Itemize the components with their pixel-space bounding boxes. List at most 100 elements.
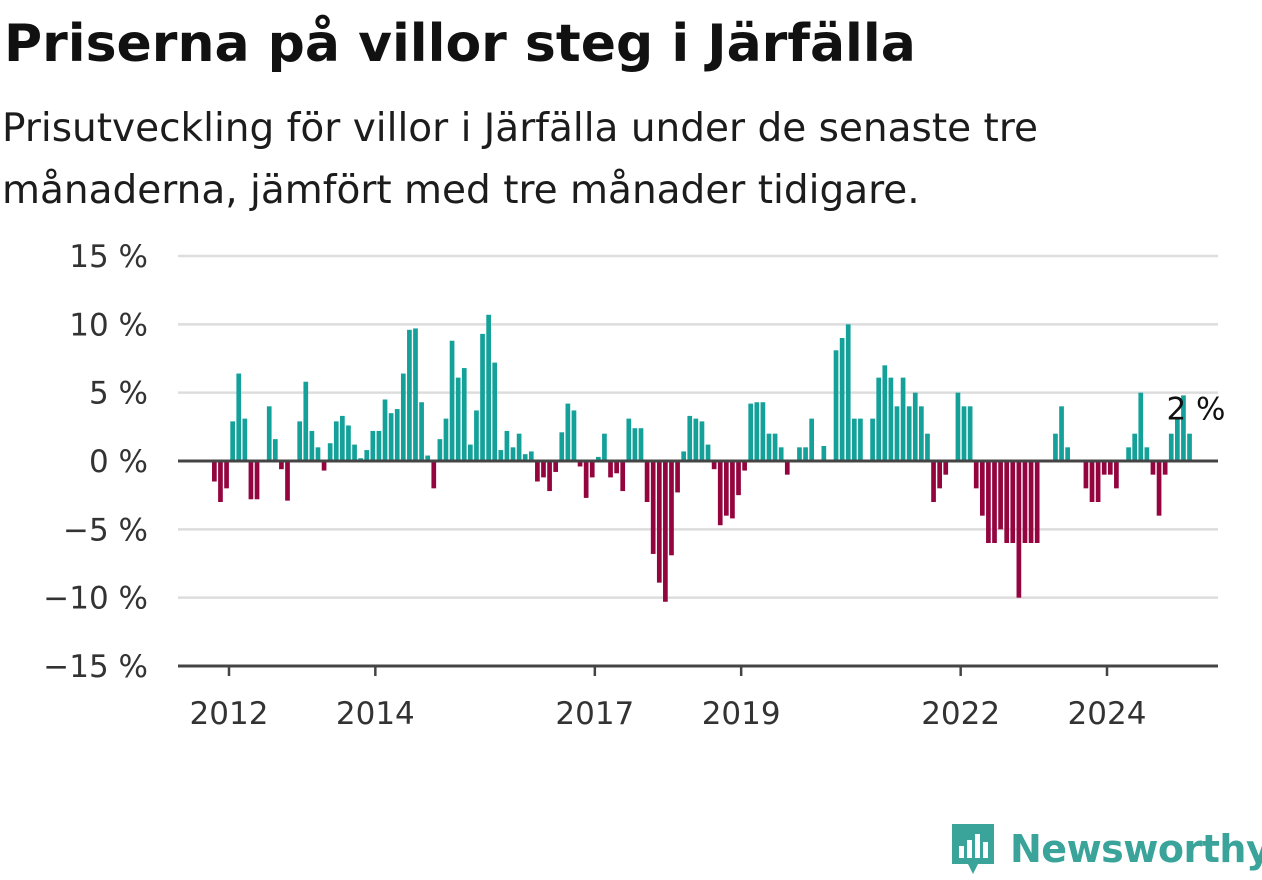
bar bbox=[1101, 461, 1107, 475]
bar bbox=[571, 410, 577, 461]
bar bbox=[766, 433, 772, 461]
y-tick-label: −15 % bbox=[43, 649, 148, 685]
bar bbox=[638, 428, 644, 461]
bar bbox=[1034, 461, 1040, 543]
bar bbox=[723, 461, 729, 516]
y-tick-label: −5 % bbox=[63, 512, 148, 548]
bar bbox=[1174, 417, 1180, 461]
bar bbox=[1107, 461, 1113, 475]
bar bbox=[589, 461, 595, 478]
bar bbox=[522, 454, 528, 461]
bar bbox=[730, 461, 735, 519]
bar bbox=[754, 402, 760, 461]
bar bbox=[1028, 461, 1034, 543]
bar bbox=[1156, 461, 1162, 516]
x-tick-label: 2022 bbox=[921, 696, 1000, 732]
bar bbox=[352, 444, 357, 461]
bar bbox=[602, 433, 607, 461]
bar bbox=[535, 461, 540, 482]
bar bbox=[504, 430, 510, 461]
bar bbox=[699, 421, 705, 461]
bar bbox=[644, 461, 650, 502]
latest-value-label: 2 % bbox=[1166, 392, 1225, 428]
bar bbox=[279, 461, 284, 470]
bar bbox=[394, 409, 400, 461]
bar bbox=[663, 461, 668, 602]
bar bbox=[973, 461, 979, 489]
x-tick-label: 2019 bbox=[702, 696, 781, 732]
bar bbox=[967, 406, 973, 461]
bar bbox=[937, 461, 942, 489]
bar bbox=[912, 392, 918, 461]
bar bbox=[455, 377, 461, 461]
bar bbox=[1022, 461, 1028, 543]
bar bbox=[955, 392, 961, 461]
chart-title: Priserna på villor steg i Järfälla bbox=[4, 14, 916, 74]
bar bbox=[693, 418, 699, 461]
bar bbox=[346, 425, 351, 461]
bar bbox=[1004, 461, 1010, 543]
bar bbox=[986, 461, 991, 543]
bar bbox=[919, 406, 924, 461]
bar bbox=[845, 324, 851, 461]
bar bbox=[583, 461, 589, 498]
bar bbox=[888, 377, 894, 461]
bar bbox=[516, 433, 522, 461]
bar bbox=[1187, 433, 1192, 461]
bar bbox=[547, 461, 552, 492]
bar bbox=[309, 430, 315, 461]
bar bbox=[297, 421, 303, 461]
bar bbox=[461, 368, 467, 461]
bar bbox=[486, 314, 491, 461]
bar bbox=[230, 421, 235, 461]
bar bbox=[364, 450, 370, 461]
bar bbox=[224, 461, 229, 489]
x-tick-label: 2012 bbox=[190, 696, 269, 732]
bar bbox=[632, 428, 638, 461]
bar bbox=[626, 418, 632, 461]
bar bbox=[803, 447, 808, 461]
bar bbox=[784, 461, 790, 475]
grid-lines bbox=[178, 254, 1218, 599]
bar bbox=[614, 461, 619, 474]
bar bbox=[742, 461, 747, 471]
bar bbox=[553, 461, 559, 472]
x-axis-ticks: 2012 2014 2017 2019 2022 2024 bbox=[190, 666, 1147, 732]
y-tick-label: 15 % bbox=[69, 239, 148, 275]
bar bbox=[382, 399, 388, 461]
bar bbox=[876, 377, 882, 461]
bar bbox=[711, 461, 717, 470]
bar bbox=[1138, 392, 1144, 461]
x-tick-label: 2014 bbox=[336, 696, 415, 732]
bar bbox=[577, 461, 583, 467]
bar bbox=[943, 461, 949, 475]
bar bbox=[858, 418, 863, 461]
bar bbox=[998, 461, 1003, 530]
x-tick-label: 2017 bbox=[555, 696, 634, 732]
bar bbox=[1168, 433, 1174, 461]
bar bbox=[681, 451, 687, 461]
bar bbox=[443, 418, 449, 461]
y-tick-label: 0 % bbox=[89, 444, 148, 480]
bar bbox=[266, 406, 272, 461]
bar bbox=[498, 450, 504, 461]
newsworthy-bar-chart-icon bbox=[952, 824, 994, 874]
bar bbox=[1150, 461, 1156, 475]
bar bbox=[1095, 461, 1101, 502]
bar bbox=[669, 461, 674, 556]
bar bbox=[376, 430, 382, 461]
bar bbox=[1016, 461, 1022, 598]
bar bbox=[833, 350, 839, 461]
bar bbox=[608, 461, 613, 478]
bar bbox=[242, 418, 248, 461]
bar bbox=[809, 418, 815, 461]
bar bbox=[736, 461, 741, 496]
bar bbox=[431, 461, 437, 489]
bar bbox=[510, 447, 516, 461]
bars bbox=[212, 314, 1192, 602]
x-tick-label: 2024 bbox=[1068, 696, 1147, 732]
bar bbox=[1132, 433, 1138, 461]
bar bbox=[650, 461, 656, 554]
bar bbox=[565, 403, 571, 461]
